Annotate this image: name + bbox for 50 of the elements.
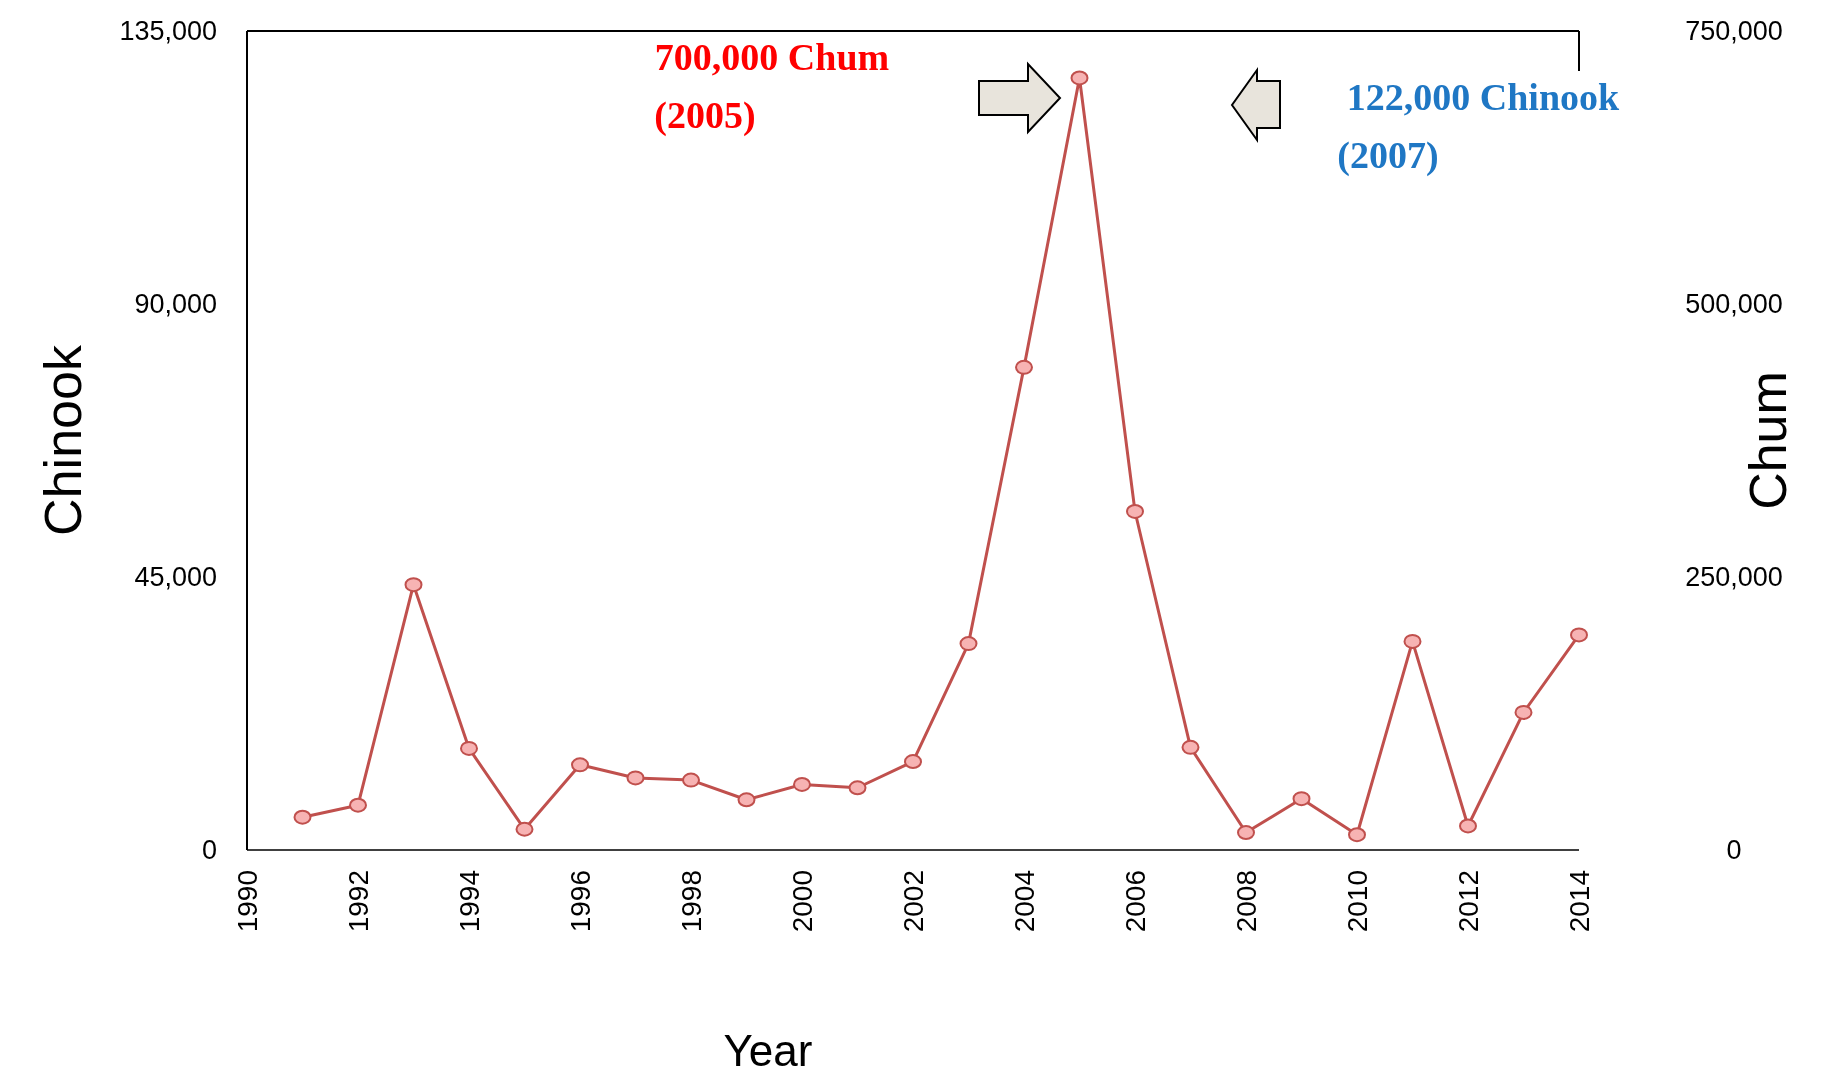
point	[1403, 633, 1422, 649]
point	[959, 636, 978, 652]
annotation: 700,000 Chum (2005)	[654, 36, 890, 137]
point	[1237, 825, 1255, 841]
point	[682, 772, 700, 788]
point	[515, 821, 534, 837]
point	[1348, 827, 1366, 843]
x-axis-title: Year	[723, 1026, 813, 1075]
y2-tick-label: 250,000	[1685, 562, 1783, 593]
y2-tick-label: 0	[1726, 835, 1742, 866]
y-axis-title: Chinook	[34, 344, 93, 536]
point	[1181, 739, 1200, 755]
x-tick-label: 1990	[231, 870, 263, 933]
x-tick-label: 2008	[1230, 870, 1262, 933]
x-tick-label: 1998	[675, 870, 707, 933]
x-tick-label: 2004	[1008, 870, 1040, 933]
point	[1015, 359, 1033, 375]
x-tick-label: 1992	[342, 870, 374, 933]
point	[1070, 70, 1089, 86]
point	[904, 754, 922, 770]
x-tick-label: 2014	[1563, 870, 1595, 933]
point	[737, 792, 756, 808]
y-tick-label: 90,000	[134, 289, 217, 320]
point	[1126, 503, 1144, 519]
annotation: 122,000 Chinook (2007)	[1337, 76, 1621, 177]
point	[571, 757, 589, 773]
y-tick-label: 45,000	[134, 562, 217, 593]
x-tick-label: 2006	[1119, 870, 1151, 933]
point	[1459, 818, 1477, 834]
point	[793, 776, 811, 792]
y-tick-label: 135,000	[119, 16, 217, 47]
x-tick-label: 2002	[897, 870, 929, 933]
point	[1292, 791, 1311, 807]
point	[1514, 704, 1533, 720]
x-tick-label: 2000	[786, 870, 818, 933]
point	[460, 740, 478, 756]
point	[848, 780, 867, 796]
x-tick-label: 1994	[453, 870, 485, 933]
x-tick-label: 1996	[564, 870, 596, 933]
x-tick-label: 2012	[1452, 870, 1484, 933]
x-tick-label: 2010	[1341, 870, 1373, 933]
y2-axis-title: Chum	[1739, 371, 1798, 510]
y2-tick-label: 750,000	[1685, 16, 1783, 47]
point	[404, 577, 423, 593]
y2-tick-label: 500,000	[1685, 289, 1783, 320]
point	[626, 770, 645, 786]
y-tick-label: 0	[201, 835, 217, 866]
point	[1570, 627, 1588, 643]
point	[349, 797, 367, 813]
point	[293, 809, 312, 825]
